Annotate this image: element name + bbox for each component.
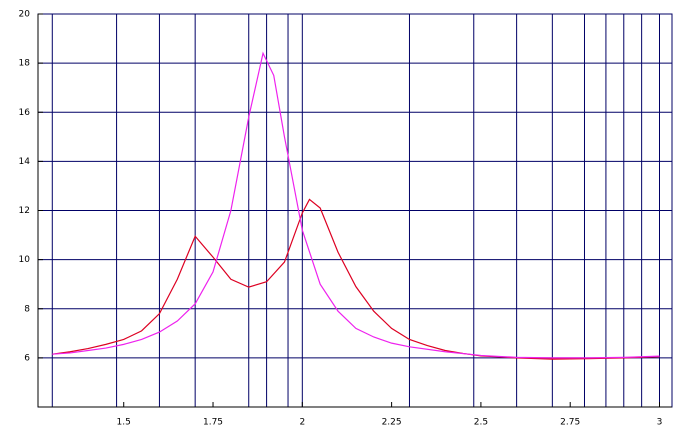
line-series — [52, 51, 660, 359]
x-tick-label: 2 — [299, 418, 305, 428]
x-tick-label: 3 — [657, 418, 663, 428]
x-tick-label: 1.5 — [117, 418, 131, 428]
y-tick-label: 8 — [24, 304, 30, 314]
y-tick-label: 16 — [19, 108, 31, 118]
x-tick-label: 2.5 — [474, 418, 488, 428]
y-tick-label: 18 — [19, 59, 31, 69]
y-tick-label: 12 — [19, 206, 30, 216]
x-tick-label: 2.25 — [382, 418, 402, 428]
y-tick-label: 10 — [19, 255, 31, 265]
y-tick-label: 6 — [24, 353, 30, 363]
line-series — [52, 198, 660, 360]
x-tick-label: 1.75 — [203, 418, 223, 428]
y-tick-label: 14 — [19, 157, 31, 167]
y-tick-label: 20 — [19, 10, 31, 20]
x-tick-label: 2.75 — [560, 418, 580, 428]
